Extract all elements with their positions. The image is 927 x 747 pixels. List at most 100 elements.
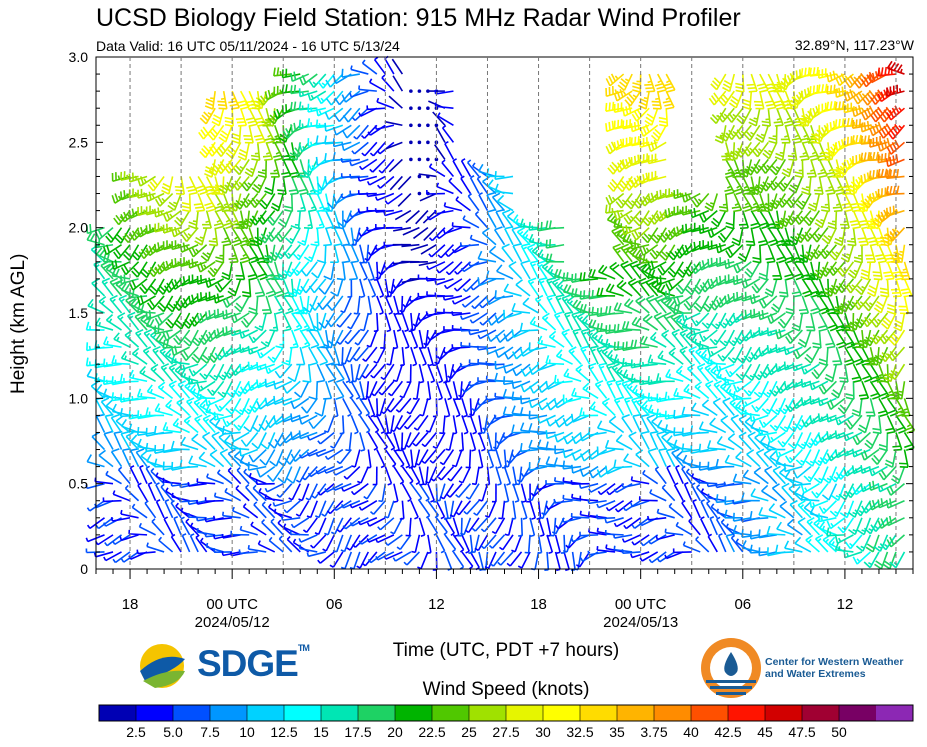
barb-staff <box>306 397 318 414</box>
barb-staff <box>246 312 259 328</box>
barb-staff <box>448 432 455 451</box>
wind-barb <box>336 261 346 281</box>
barb-half-flag <box>544 265 549 270</box>
wind-barb <box>145 465 157 485</box>
wind-barb <box>384 432 396 451</box>
barb-staff <box>460 160 472 177</box>
barb-staff <box>419 192 437 202</box>
wind-barb <box>163 516 174 536</box>
wind-barb <box>353 295 361 315</box>
barb-staff <box>351 499 369 509</box>
wind-barb <box>486 191 497 212</box>
wind-barb <box>325 73 344 88</box>
wind-barb <box>168 363 182 382</box>
wind-barb <box>144 500 157 519</box>
barb-flag <box>330 291 339 297</box>
barb-staff <box>325 346 336 364</box>
barb-flag <box>281 361 290 366</box>
barb-staff <box>435 363 444 382</box>
barb-flag <box>237 155 246 161</box>
barb-half-flag <box>480 528 485 533</box>
barb-half-flag <box>196 401 201 406</box>
barb-flag <box>519 347 524 357</box>
sdge-wordmark: SDGETM <box>197 643 310 685</box>
barb-staff <box>441 127 455 143</box>
wind-barb <box>435 517 448 536</box>
barb-flag <box>145 442 149 452</box>
barb-half-flag <box>544 316 549 321</box>
wind-barb <box>228 90 240 110</box>
barb-half-flag <box>356 480 362 484</box>
station-location: 32.89°N, 117.23°W <box>794 37 914 53</box>
wind-barb <box>182 312 199 329</box>
barb-staff <box>265 295 273 314</box>
barb-half-flag <box>155 482 160 486</box>
wind-barb <box>434 123 439 128</box>
barb-half-flag <box>540 253 544 258</box>
wind-barb <box>267 432 284 449</box>
barb-flag <box>298 143 303 152</box>
barb-half-flag <box>412 363 417 367</box>
wind-barb <box>136 295 156 306</box>
wind-barb <box>288 176 300 196</box>
wind-barb <box>502 363 522 374</box>
barb-half-flag <box>257 184 262 188</box>
barb-flag <box>93 260 102 266</box>
barb-half-flag <box>452 158 457 162</box>
barb-half-flag <box>449 514 455 518</box>
barb-staff <box>422 210 437 224</box>
barb-staff <box>140 319 157 331</box>
wind-barb <box>142 346 157 365</box>
barb-staff <box>299 466 310 483</box>
barb-flag <box>149 266 157 275</box>
barb-flag <box>242 294 251 298</box>
wind-barb <box>119 534 139 542</box>
barb-flag <box>290 192 299 196</box>
barb-staff <box>323 312 335 329</box>
barb-flag <box>155 333 162 341</box>
barb-flag <box>570 288 575 297</box>
barb-staff <box>494 517 506 534</box>
wind-barb <box>207 261 225 278</box>
barb-flag <box>236 121 246 124</box>
barb-staff <box>424 449 438 464</box>
barb-half-flag <box>265 341 270 345</box>
barb-staff <box>178 295 191 311</box>
barb-flag <box>157 315 163 324</box>
barb-flag <box>242 291 251 295</box>
wind-barb <box>196 261 216 273</box>
wind-barb <box>215 141 233 158</box>
barb-flag <box>134 312 143 318</box>
barb-staff <box>321 295 335 311</box>
wind-barb <box>298 176 309 196</box>
wind-barb <box>373 398 379 418</box>
barb-half-flag <box>493 446 498 450</box>
wind-barb <box>213 515 233 521</box>
barb-staff <box>418 329 424 348</box>
wind-barb <box>336 517 352 533</box>
barb-half-flag <box>196 418 201 423</box>
wind-barb <box>426 123 430 128</box>
barb-flag <box>207 355 215 363</box>
barb-half-flag <box>554 281 559 286</box>
barb-half-flag <box>167 353 172 358</box>
barb-staff <box>466 161 480 177</box>
barb-half-flag <box>374 56 379 61</box>
barb-staff <box>120 433 131 450</box>
barb-flag <box>175 300 182 309</box>
barb-staff <box>368 534 386 543</box>
barb-staff <box>256 124 266 143</box>
wind-barb <box>520 243 531 263</box>
barb-half-flag <box>233 219 238 223</box>
wind-barb <box>511 424 531 434</box>
barb-staff <box>467 517 480 533</box>
wind-barb <box>146 295 165 311</box>
barb-flag <box>257 170 267 175</box>
wind-barb <box>349 158 369 167</box>
barb-staff <box>264 193 276 210</box>
barb-staff <box>444 398 451 416</box>
barb-staff <box>350 380 361 398</box>
wind-barb <box>342 380 354 399</box>
barb-flag <box>224 434 231 442</box>
wind-barb <box>409 123 413 128</box>
